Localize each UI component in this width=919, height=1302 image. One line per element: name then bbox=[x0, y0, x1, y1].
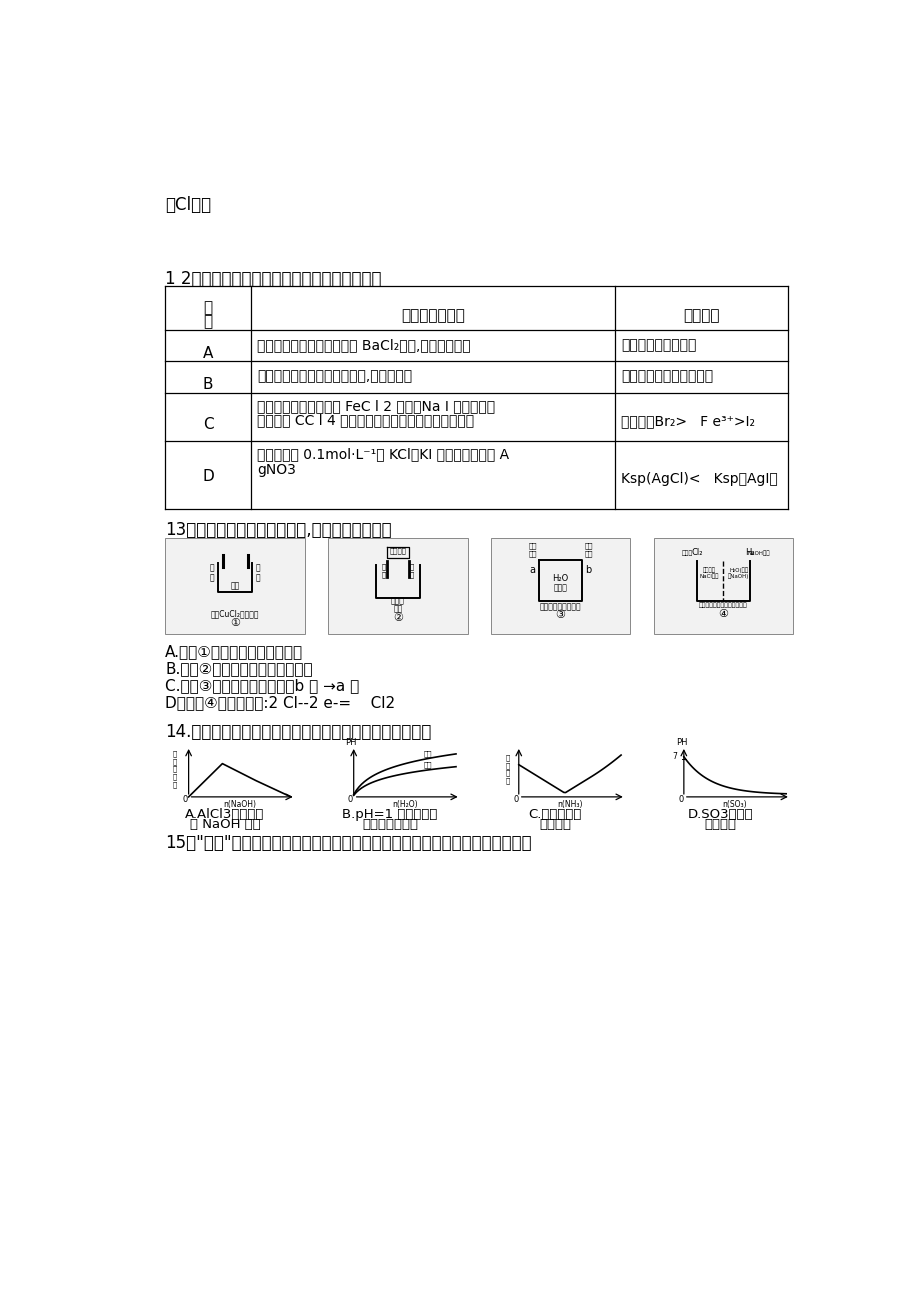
Text: 14.下列实验过程中产生的现象与图中曲线变化相相应的是: 14.下列实验过程中产生的现象与图中曲线变化相相应的是 bbox=[165, 723, 431, 741]
Text: 入 NaOH 溶液: 入 NaOH 溶液 bbox=[189, 819, 260, 832]
Text: 氧气
入口: 氧气 入口 bbox=[584, 543, 592, 557]
Text: 实验结论: 实验结论 bbox=[682, 309, 719, 323]
Text: A.AlCl3溶液中滴: A.AlCl3溶液中滴 bbox=[185, 807, 265, 820]
Text: 石
墨: 石 墨 bbox=[210, 562, 214, 582]
Text: 光洁的铁钉放在冷的浓硫酸中,无明显现象: 光洁的铁钉放在冷的浓硫酸中,无明显现象 bbox=[256, 368, 412, 383]
Text: （Cl－）: （Cl－） bbox=[165, 197, 211, 215]
Text: H₂O: H₂O bbox=[552, 573, 568, 582]
Text: 向某溶液中加入盐酸酸化的 BaCl₂溶液,生成白色沉淀: 向某溶液中加入盐酸酸化的 BaCl₂溶液,生成白色沉淀 bbox=[256, 339, 470, 352]
Text: D．装置④中阴极反映:2 Cl--2 e-=    Cl2: D．装置④中阴极反映:2 Cl--2 e-= Cl2 bbox=[165, 695, 395, 710]
Text: 7: 7 bbox=[672, 753, 677, 760]
Text: 酸溶液中: 酸溶液中 bbox=[539, 819, 571, 832]
Text: 电镀铜: 电镀铜 bbox=[391, 596, 404, 605]
FancyBboxPatch shape bbox=[491, 538, 630, 634]
Text: H₂O(含少
量NaOH): H₂O(含少 量NaOH) bbox=[728, 568, 749, 579]
Text: 1 2．下列实验操作及现象与实验结论一致的是: 1 2．下列实验操作及现象与实验结论一致的是 bbox=[165, 271, 381, 288]
FancyBboxPatch shape bbox=[165, 538, 304, 634]
Text: 导
电
能
力: 导 电 能 力 bbox=[505, 754, 509, 784]
Text: 醋酸: 醋酸 bbox=[423, 750, 431, 756]
Text: 溶液: 溶液 bbox=[231, 582, 240, 590]
Text: D.SO3气体通: D.SO3气体通 bbox=[686, 807, 753, 820]
Text: 电解CuCl₂溶液装置: 电解CuCl₂溶液装置 bbox=[210, 609, 259, 618]
Text: Cl₂: Cl₂ bbox=[690, 548, 702, 557]
Text: 选: 选 bbox=[203, 301, 212, 315]
Text: 0: 0 bbox=[347, 796, 353, 805]
Text: B.装置②中铜片应与电源负极相连: B.装置②中铜片应与电源负极相连 bbox=[165, 661, 312, 676]
Text: 将少量的溴水分别滴入 FeC l 2 溶液、Na I 溶液中，再: 将少量的溴水分别滴入 FeC l 2 溶液、Na I 溶液中，再 bbox=[256, 400, 494, 414]
Text: 该溶液中不一定具有: 该溶液中不一定具有 bbox=[620, 339, 696, 352]
Text: ④: ④ bbox=[718, 609, 728, 618]
Text: D: D bbox=[202, 469, 213, 484]
Text: 装置: 装置 bbox=[392, 604, 403, 613]
Text: C.装置③中外电路电流方向：b 极 →a 极: C.装置③中外电路电流方向：b 极 →a 极 bbox=[165, 678, 359, 693]
Text: 实验操作及现象: 实验操作及现象 bbox=[401, 309, 464, 323]
Text: 向浓度均为 0.1mol·L⁻¹的 KCl、KI 混合溶液中滴加 A: 向浓度均为 0.1mol·L⁻¹的 KCl、KI 混合溶液中滴加 A bbox=[256, 448, 508, 461]
Text: n(NH₃): n(NH₃) bbox=[557, 799, 582, 809]
Text: 项: 项 bbox=[203, 314, 212, 329]
Text: n(SO₃): n(SO₃) bbox=[722, 799, 746, 809]
Text: C.氨气通入醋: C.氨气通入醋 bbox=[528, 807, 581, 820]
Text: n(NaOH): n(NaOH) bbox=[223, 799, 256, 809]
Text: 盐酸: 盐酸 bbox=[423, 762, 431, 768]
Text: ②: ② bbox=[392, 613, 403, 624]
Text: PH: PH bbox=[346, 737, 357, 746]
Text: ③: ③ bbox=[555, 611, 565, 620]
Text: gNO3: gNO3 bbox=[256, 462, 295, 477]
Text: n(H₂O): n(H₂O) bbox=[391, 799, 417, 809]
Text: 0: 0 bbox=[513, 796, 517, 805]
Text: B.pH=1 的醋酸和盐: B.pH=1 的醋酸和盐 bbox=[342, 807, 437, 820]
Text: b: b bbox=[584, 565, 591, 574]
Text: H₂: H₂ bbox=[744, 548, 754, 557]
Text: 氢氧燃料电池示意图: 氢氧燃料电池示意图 bbox=[539, 602, 581, 611]
Text: 电解液: 电解液 bbox=[553, 583, 567, 592]
Text: ①: ① bbox=[230, 618, 240, 628]
Text: 直流电源: 直流电源 bbox=[389, 548, 406, 555]
Text: 离子交换膜法电解原理示意图: 离子交换膜法电解原理示意图 bbox=[698, 603, 747, 608]
Text: 石
墨: 石 墨 bbox=[255, 562, 260, 582]
Text: Ksp(AgCl)<   Ksp（AgI）: Ksp(AgCl)< Ksp（AgI） bbox=[620, 471, 777, 486]
Text: a: a bbox=[529, 565, 535, 574]
Text: 13．观测下列几种装置示意图,有关论述对的的是: 13．观测下列几种装置示意图,有关论述对的的是 bbox=[165, 521, 391, 539]
Text: 氢气
入口: 氢气 入口 bbox=[528, 543, 537, 557]
Text: 氧化性：Br₂>   F e³⁺>I₂: 氧化性：Br₂> F e³⁺>I₂ bbox=[620, 414, 754, 428]
Text: 0: 0 bbox=[183, 796, 188, 805]
Text: 15．"类推"的思维方式在化学学习与研究中常常采用。下列类推思维中对的的是: 15．"类推"的思维方式在化学学习与研究中常常采用。下列类推思维中对的的是 bbox=[165, 833, 531, 852]
Text: A: A bbox=[202, 345, 213, 361]
Text: 饱制盐和
NaCl溶液: 饱制盐和 NaCl溶液 bbox=[699, 568, 719, 579]
Text: B: B bbox=[202, 378, 213, 392]
Text: 铜
片: 铜 片 bbox=[381, 564, 386, 578]
Text: 0: 0 bbox=[677, 796, 683, 805]
Text: 分别滴加 CC l 4 振荡静置，下层分别呈无色和紫红色: 分别滴加 CC l 4 振荡静置，下层分别呈无色和紫红色 bbox=[256, 414, 473, 427]
Text: 液盐水: 液盐水 bbox=[681, 551, 693, 556]
FancyBboxPatch shape bbox=[328, 538, 467, 634]
Text: 酸分别加水稀释: 酸分别加水稀释 bbox=[362, 819, 417, 832]
Text: 铁钉与冷的浓硫酸不反映: 铁钉与冷的浓硫酸不反映 bbox=[620, 368, 712, 383]
FancyBboxPatch shape bbox=[652, 538, 792, 634]
Text: PH: PH bbox=[675, 737, 686, 746]
Text: A.装置①中阳极上析出红色固体: A.装置①中阳极上析出红色固体 bbox=[165, 644, 303, 659]
Text: C: C bbox=[202, 417, 213, 432]
Text: 铜
管: 铜 管 bbox=[409, 564, 414, 578]
Text: 入溴水中: 入溴水中 bbox=[704, 819, 735, 832]
Text: NaOH溶液: NaOH溶液 bbox=[747, 551, 769, 556]
Text: 铝
离
子
浓
度: 铝 离 子 浓 度 bbox=[173, 751, 176, 788]
